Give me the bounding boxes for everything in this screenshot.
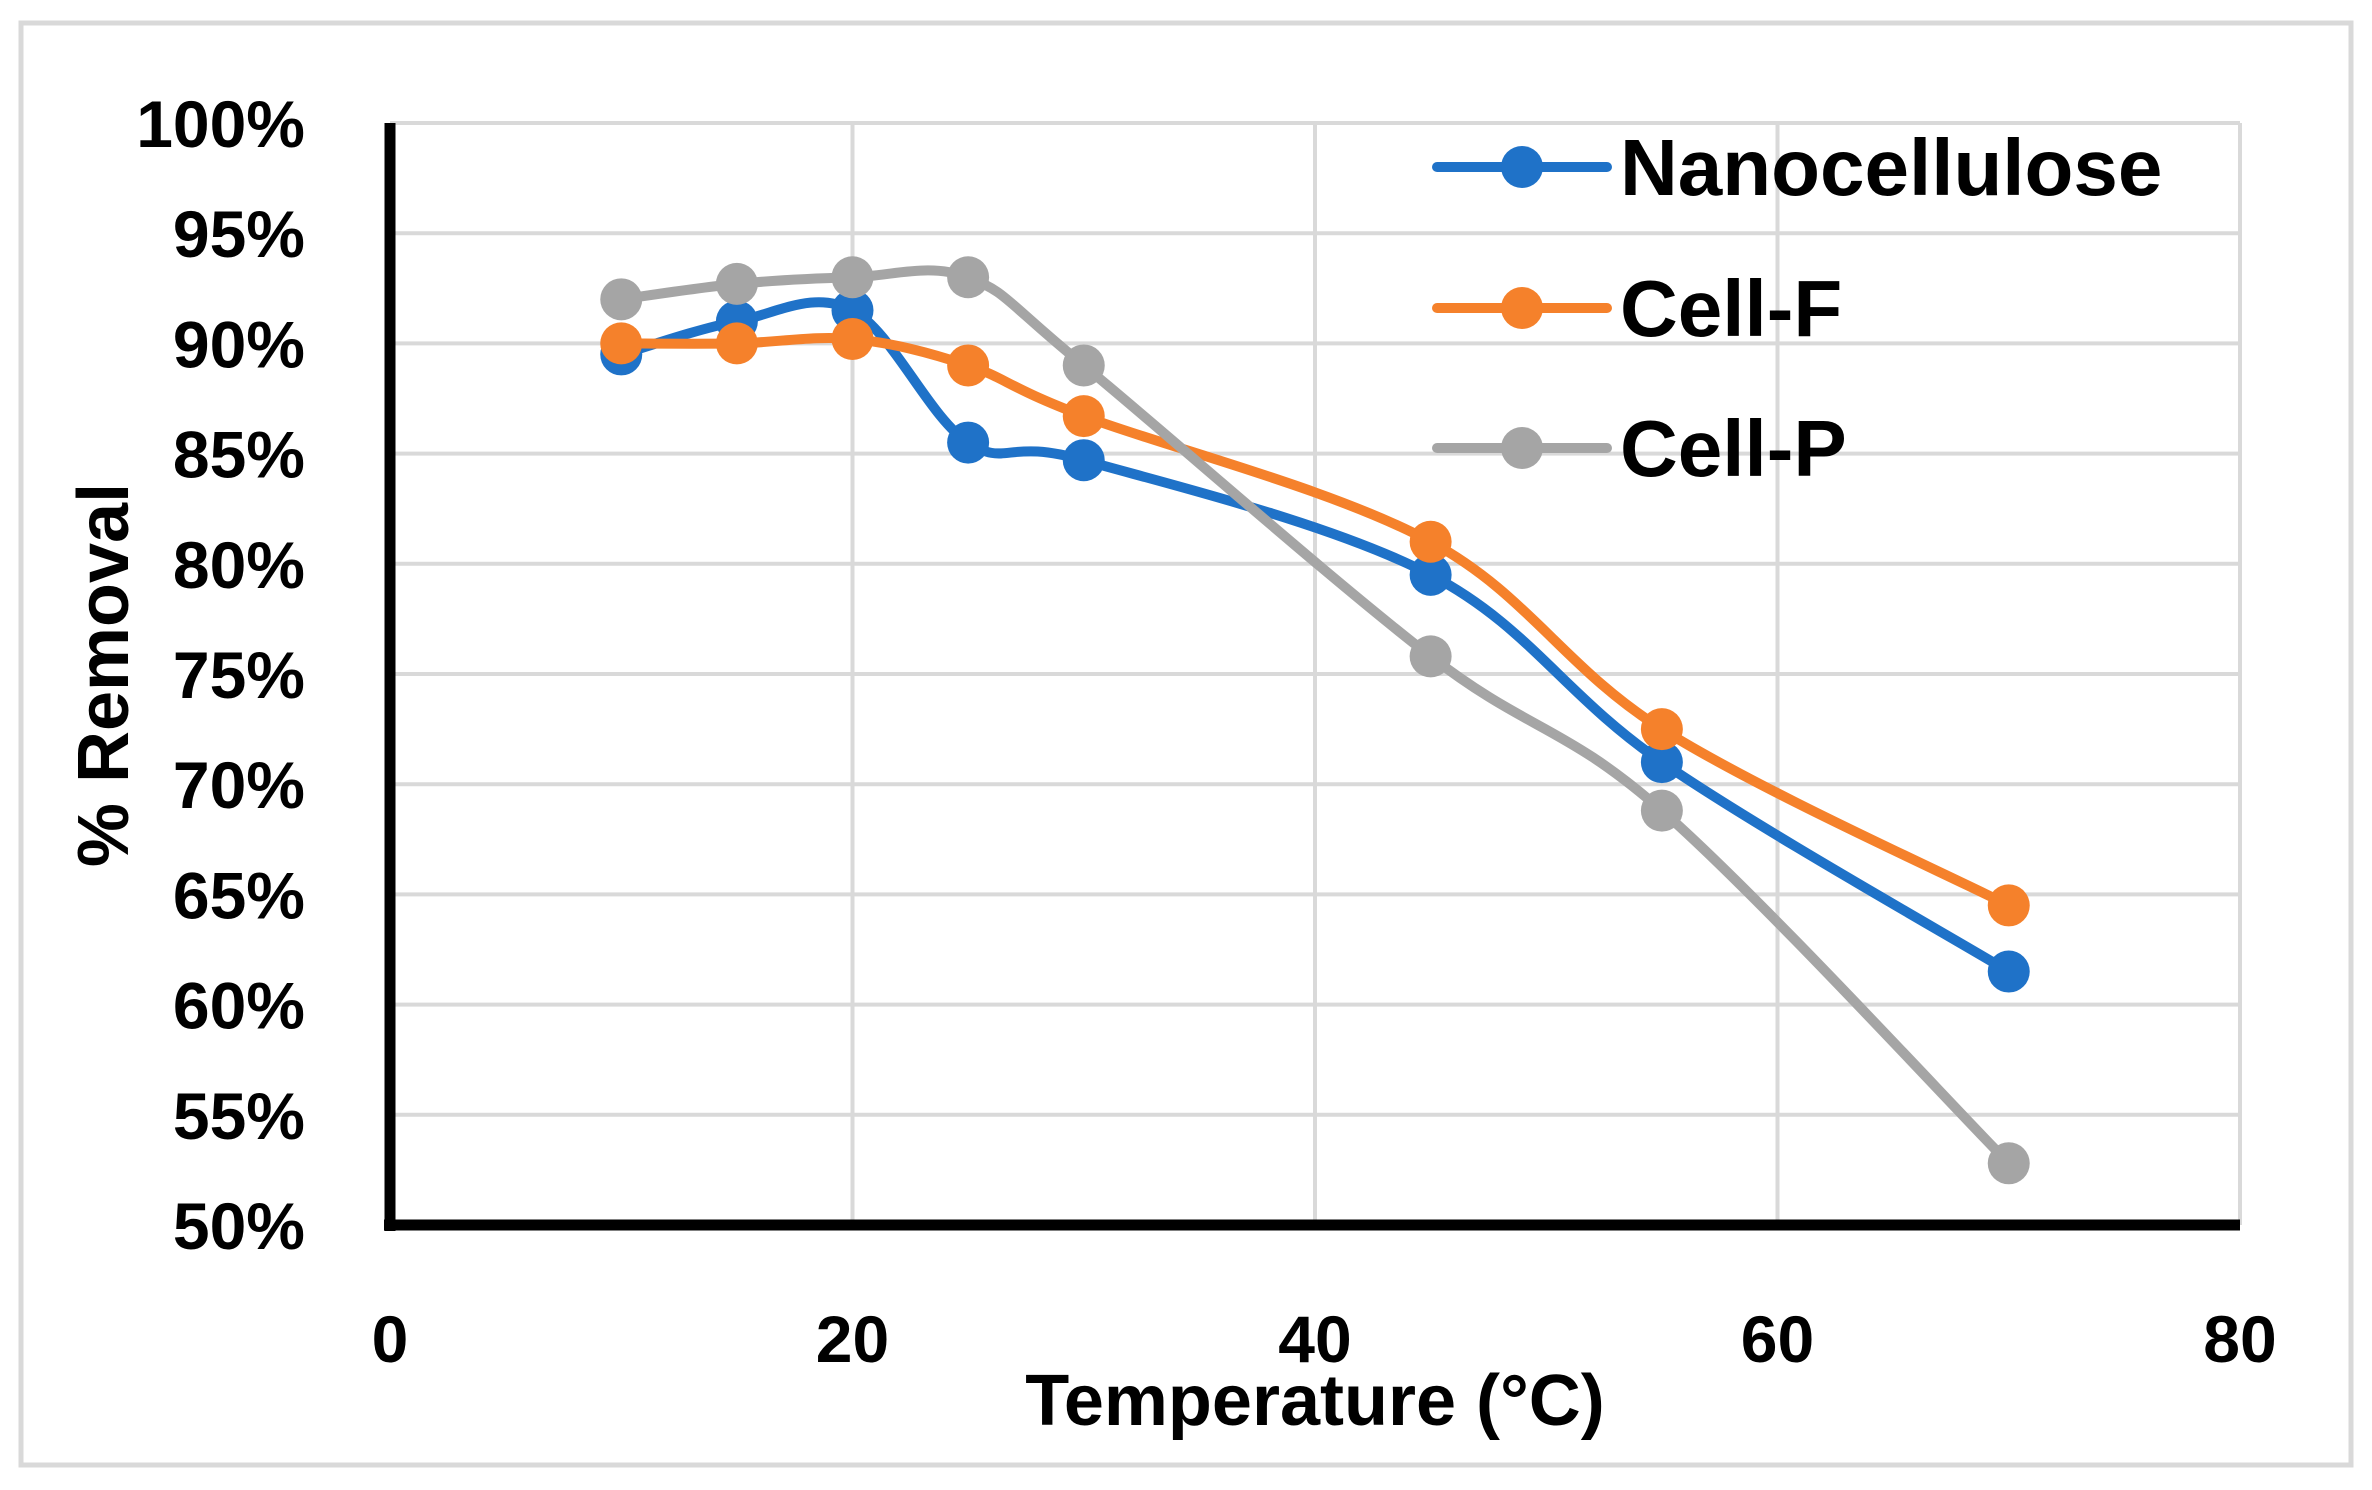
y-tick-label-95: 95% bbox=[173, 197, 305, 271]
data-point-cell-p-70 bbox=[1987, 1142, 2030, 1185]
y-tick-label-90: 90% bbox=[173, 307, 305, 381]
y-tick-label-70: 70% bbox=[173, 748, 305, 822]
data-point-nanocellulose-55 bbox=[1640, 741, 1683, 784]
series-cell-f bbox=[600, 317, 2030, 927]
data-point-cell-p-25 bbox=[947, 256, 990, 299]
data-point-cell-f-10 bbox=[600, 322, 643, 365]
data-point-cell-p-10 bbox=[600, 278, 643, 321]
x-tick-label-0: 0 bbox=[372, 1302, 409, 1376]
legend-entry-cell-f: Cell-F bbox=[1432, 264, 1842, 353]
series-line-cell-p bbox=[616, 265, 2014, 1169]
series-cell-p bbox=[600, 256, 2030, 1185]
data-point-cell-f-25 bbox=[947, 344, 990, 387]
y-tick-labels: 50% 55% 60% 65% 70% 75% 80% 85% 90% 95% 100% bbox=[136, 87, 305, 1263]
series-line-nanocellulose bbox=[616, 297, 2014, 977]
data-point-nanocellulose-70 bbox=[1987, 950, 2030, 993]
legend-label-nanocellulose: Nanocellulose bbox=[1620, 123, 2162, 212]
y-tick-label-75: 75% bbox=[173, 638, 305, 712]
data-point-cell-p-20 bbox=[831, 256, 874, 299]
y-tick-label-80: 80% bbox=[173, 528, 305, 602]
legend-marker-cell-f bbox=[1501, 287, 1543, 329]
legend-entry-cell-p: Cell-P bbox=[1432, 404, 1847, 493]
legend-marker-nanocellulose bbox=[1501, 146, 1543, 188]
data-point-cell-f-30 bbox=[1062, 395, 1105, 438]
data-point-nanocellulose-30 bbox=[1062, 439, 1105, 482]
data-point-cell-f-55 bbox=[1640, 708, 1683, 751]
data-point-nanocellulose-45 bbox=[1409, 553, 1452, 596]
data-point-cell-p-55 bbox=[1640, 789, 1683, 832]
data-point-cell-p-30 bbox=[1062, 344, 1105, 387]
data-point-cell-p-15 bbox=[715, 262, 758, 305]
legend-label-cell-p: Cell-P bbox=[1620, 404, 1847, 493]
legend-marker-cell-p bbox=[1501, 427, 1543, 469]
series-line-cell-f bbox=[616, 332, 2014, 911]
x-tick-label-60: 60 bbox=[1741, 1302, 1814, 1376]
legend-label-cell-f: Cell-F bbox=[1620, 264, 1842, 353]
y-tick-label-60: 60% bbox=[173, 969, 305, 1043]
chart-frame bbox=[18, 20, 2354, 1468]
y-tick-label-50: 50% bbox=[173, 1189, 305, 1263]
y-tick-label-55: 55% bbox=[173, 1079, 305, 1153]
data-point-cell-f-45 bbox=[1409, 520, 1452, 563]
legend-entry-nanocellulose: Nanocellulose bbox=[1432, 123, 2162, 212]
y-tick-label-65: 65% bbox=[173, 858, 305, 932]
y-axis-title: % Removal bbox=[64, 483, 144, 867]
data-point-cell-f-20 bbox=[831, 317, 874, 360]
data-point-cell-f-70 bbox=[1987, 884, 2030, 927]
data-series bbox=[600, 256, 2030, 1185]
x-tick-label-80: 80 bbox=[2203, 1302, 2276, 1376]
data-point-cell-p-45 bbox=[1409, 635, 1452, 678]
axes bbox=[384, 123, 2240, 1231]
legend: Nanocellulose Cell-F Cell-P bbox=[1432, 123, 2162, 493]
x-tick-label-40: 40 bbox=[1278, 1302, 1351, 1376]
x-tick-label-20: 20 bbox=[816, 1302, 889, 1376]
x-tick-labels: 0 20 40 60 80 bbox=[372, 1302, 2277, 1376]
data-point-nanocellulose-25 bbox=[947, 421, 990, 464]
y-tick-label-85: 85% bbox=[173, 418, 305, 492]
data-point-cell-f-15 bbox=[715, 322, 758, 365]
y-tick-label-100: 100% bbox=[136, 87, 305, 161]
x-axis-title: Temperature (°C) bbox=[1025, 1361, 1605, 1441]
